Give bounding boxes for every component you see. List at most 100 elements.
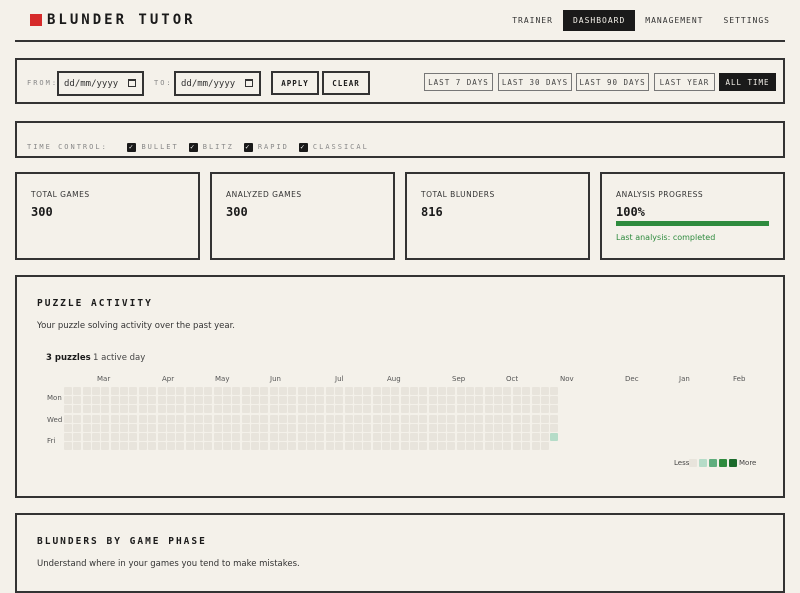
activity-cell[interactable] bbox=[297, 433, 306, 441]
activity-cell[interactable] bbox=[372, 396, 381, 405]
activity-cell[interactable] bbox=[176, 396, 185, 405]
activity-cell[interactable] bbox=[269, 405, 278, 414]
checkbox-icon[interactable]: ✓ bbox=[298, 142, 308, 152]
activity-cell[interactable] bbox=[438, 423, 446, 432]
activity-cell[interactable] bbox=[522, 442, 531, 451]
activity-cell[interactable] bbox=[456, 442, 465, 451]
activity-cell[interactable] bbox=[251, 405, 259, 414]
activity-cell[interactable] bbox=[279, 433, 288, 441]
activity-cell[interactable] bbox=[419, 414, 428, 423]
activity-cell[interactable] bbox=[222, 442, 231, 451]
activity-cell[interactable] bbox=[101, 414, 110, 423]
activity-cell[interactable] bbox=[222, 414, 231, 423]
activity-cell[interactable] bbox=[73, 433, 82, 441]
activity-cell[interactable] bbox=[269, 442, 278, 451]
activity-cell[interactable] bbox=[353, 387, 362, 395]
activity-cell[interactable] bbox=[475, 414, 484, 423]
activity-cell[interactable] bbox=[419, 387, 428, 395]
activity-cell[interactable] bbox=[166, 396, 175, 405]
activity-cell[interactable] bbox=[232, 414, 241, 423]
activity-cell[interactable] bbox=[120, 442, 129, 451]
checkbox-icon[interactable]: ✓ bbox=[243, 142, 253, 152]
checkbox-icon[interactable]: ✓ bbox=[188, 142, 198, 152]
activity-cell[interactable] bbox=[428, 414, 437, 423]
activity-cell[interactable] bbox=[503, 433, 512, 441]
activity-cell[interactable] bbox=[148, 433, 157, 441]
activity-cell[interactable] bbox=[484, 396, 493, 405]
activity-cell[interactable] bbox=[279, 414, 288, 423]
nav-management[interactable]: MANAGEMENT bbox=[645, 16, 704, 25]
activity-cell[interactable] bbox=[241, 423, 250, 432]
activity-cell[interactable] bbox=[335, 387, 344, 395]
activity-cell[interactable] bbox=[447, 396, 456, 405]
checkbox-icon[interactable]: ✓ bbox=[127, 142, 137, 152]
activity-cell[interactable] bbox=[391, 442, 400, 451]
activity-cell[interactable] bbox=[316, 442, 325, 451]
activity-cell[interactable] bbox=[484, 387, 493, 395]
activity-cell[interactable] bbox=[213, 405, 222, 414]
activity-cell[interactable] bbox=[120, 387, 129, 395]
activity-cell[interactable] bbox=[204, 387, 213, 395]
activity-cell[interactable] bbox=[194, 396, 203, 405]
activity-cell[interactable] bbox=[222, 405, 231, 414]
activity-cell[interactable] bbox=[335, 442, 344, 451]
activity-cell[interactable] bbox=[157, 442, 166, 451]
activity-cell[interactable] bbox=[232, 442, 241, 451]
activity-cell[interactable] bbox=[269, 387, 278, 395]
activity-cell[interactable] bbox=[194, 442, 203, 451]
activity-cell[interactable] bbox=[204, 396, 213, 405]
activity-cell[interactable] bbox=[400, 387, 409, 395]
activity-cell[interactable] bbox=[512, 414, 521, 423]
activity-cell[interactable] bbox=[550, 387, 559, 395]
activity-cell[interactable] bbox=[138, 442, 147, 451]
activity-cell[interactable] bbox=[466, 396, 475, 405]
activity-cell[interactable] bbox=[438, 387, 446, 395]
activity-cell[interactable] bbox=[64, 442, 72, 451]
activity-cell[interactable] bbox=[428, 423, 437, 432]
activity-cell[interactable] bbox=[297, 442, 306, 451]
activity-cell[interactable] bbox=[232, 396, 241, 405]
activity-cell[interactable] bbox=[185, 442, 194, 451]
activity-cell[interactable] bbox=[475, 387, 484, 395]
activity-cell[interactable] bbox=[120, 396, 129, 405]
activity-cell[interactable] bbox=[157, 423, 166, 432]
activity-cell[interactable] bbox=[475, 405, 484, 414]
activity-cell[interactable] bbox=[550, 433, 559, 441]
range-last-90-days[interactable]: LAST 90 DAYS bbox=[576, 73, 649, 91]
activity-cell[interactable] bbox=[64, 405, 72, 414]
activity-cell[interactable] bbox=[503, 414, 512, 423]
activity-cell[interactable] bbox=[531, 433, 540, 441]
activity-cell[interactable] bbox=[73, 442, 82, 451]
activity-cell[interactable] bbox=[419, 442, 428, 451]
activity-cell[interactable] bbox=[251, 387, 259, 395]
activity-cell[interactable] bbox=[204, 405, 213, 414]
activity-cell[interactable] bbox=[73, 423, 82, 432]
activity-cell[interactable] bbox=[204, 414, 213, 423]
activity-cell[interactable] bbox=[82, 442, 91, 451]
activity-cell[interactable] bbox=[194, 423, 203, 432]
activity-cell[interactable] bbox=[325, 442, 334, 451]
activity-cell[interactable] bbox=[222, 387, 231, 395]
activity-cell[interactable] bbox=[148, 405, 157, 414]
activity-cell[interactable] bbox=[92, 442, 101, 451]
activity-cell[interactable] bbox=[73, 405, 82, 414]
activity-cell[interactable] bbox=[438, 405, 446, 414]
activity-cell[interactable] bbox=[456, 414, 465, 423]
activity-cell[interactable] bbox=[241, 396, 250, 405]
activity-cell[interactable] bbox=[157, 414, 166, 423]
activity-cell[interactable] bbox=[288, 414, 297, 423]
nav-dashboard[interactable]: DASHBOARD bbox=[562, 10, 636, 31]
activity-cell[interactable] bbox=[232, 433, 241, 441]
activity-cell[interactable] bbox=[522, 433, 531, 441]
activity-cell[interactable] bbox=[176, 414, 185, 423]
activity-cell[interactable] bbox=[540, 396, 549, 405]
activity-cell[interactable] bbox=[185, 396, 194, 405]
activity-cell[interactable] bbox=[522, 396, 531, 405]
activity-cell[interactable] bbox=[409, 423, 418, 432]
activity-cell[interactable] bbox=[325, 387, 334, 395]
activity-cell[interactable] bbox=[288, 387, 297, 395]
activity-cell[interactable] bbox=[288, 442, 297, 451]
activity-cell[interactable] bbox=[372, 414, 381, 423]
activity-cell[interactable] bbox=[213, 414, 222, 423]
activity-cell[interactable] bbox=[204, 433, 213, 441]
